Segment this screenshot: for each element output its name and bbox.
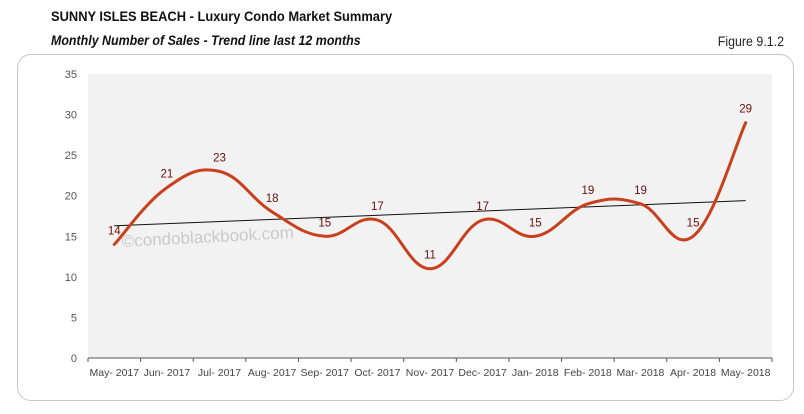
data-label: 23 xyxy=(213,152,226,164)
data-label: 21 xyxy=(161,169,174,181)
figure-label: Figure 9.1.2 xyxy=(717,34,784,49)
data-label: 19 xyxy=(581,185,594,197)
data-label: 29 xyxy=(739,104,752,116)
y-axis: 0 5 10 15 20 25 30 35 xyxy=(65,69,77,365)
x-tick-label: Apr- 2018 xyxy=(670,367,716,379)
y-tick-label: 5 xyxy=(71,312,77,324)
y-tick-label: 10 xyxy=(65,272,77,284)
data-label: 11 xyxy=(424,250,436,262)
chart-title: SUNNY ISLES BEACH - Luxury Condo Market … xyxy=(51,8,393,24)
y-tick-label: 20 xyxy=(65,191,77,203)
x-tick-label: Mar- 2018 xyxy=(617,367,665,379)
data-label: 15 xyxy=(529,217,542,229)
data-labels: 14 21 23 18 15 17 11 17 15 19 19 15 29 xyxy=(108,104,752,262)
data-label: 15 xyxy=(318,217,331,229)
x-tick-label: Jul- 2017 xyxy=(198,367,241,379)
y-tick-label: 30 xyxy=(65,110,77,122)
y-tick-label: 0 xyxy=(71,353,77,365)
x-tick-label: Sep- 2017 xyxy=(301,367,350,379)
y-tick-label: 15 xyxy=(65,231,77,243)
x-tick-label: May- 2018 xyxy=(721,367,771,379)
x-tick-label: Aug- 2017 xyxy=(248,367,297,379)
data-label: 19 xyxy=(634,185,647,197)
y-tick-label: 25 xyxy=(65,150,77,162)
x-tick-label: May- 2017 xyxy=(90,367,140,379)
plot-area xyxy=(88,74,772,358)
data-label: 14 xyxy=(108,225,121,237)
x-tick-label: Dec- 2017 xyxy=(458,367,507,379)
data-label: 17 xyxy=(476,201,489,213)
data-label: 17 xyxy=(371,201,384,213)
sales-series-line xyxy=(112,121,748,271)
x-tick-label: Feb- 2018 xyxy=(564,367,612,379)
data-label: 15 xyxy=(687,217,700,229)
x-tick-label: Jun- 2017 xyxy=(144,367,191,379)
x-tick-label: Oct- 2017 xyxy=(354,367,400,379)
data-label: 18 xyxy=(266,193,279,205)
x-tick-label: Nov- 2017 xyxy=(406,367,455,379)
y-tick-label: 35 xyxy=(65,69,77,81)
x-axis: May- 2017 Jun- 2017 Jul- 2017 Aug- 2017 Sep-… xyxy=(87,357,773,379)
x-tick-label: Jan- 2018 xyxy=(512,367,559,379)
chart-subtitle: Monthly Number of Sales - Trend line las… xyxy=(51,33,361,48)
